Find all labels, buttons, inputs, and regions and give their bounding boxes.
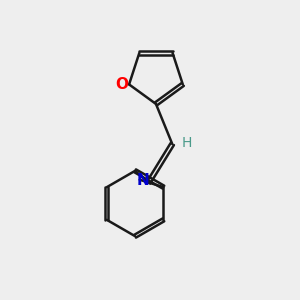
Text: H: H — [182, 136, 192, 150]
Text: O: O — [115, 77, 128, 92]
Text: N: N — [136, 173, 149, 188]
